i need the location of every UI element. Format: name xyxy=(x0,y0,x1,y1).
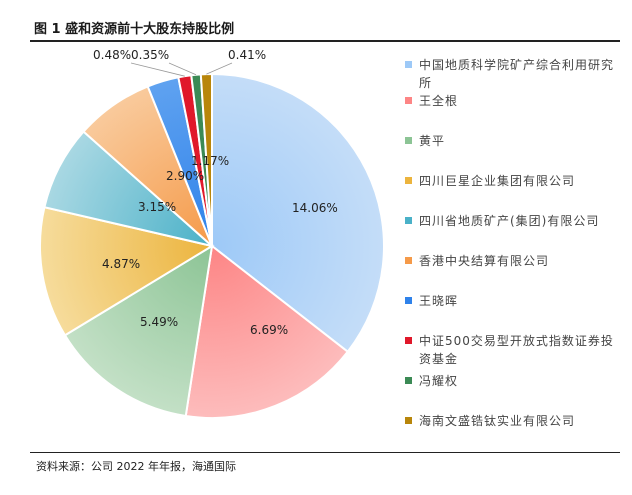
legend-item: 中证500交易型开放式指数证券投资基金 xyxy=(405,332,615,368)
legend-item: 王全根 xyxy=(405,92,615,110)
pie-slice xyxy=(63,244,214,418)
legend-item: 中国地质科学院矿产综合利用研究所 xyxy=(405,56,615,92)
legend-swatch xyxy=(405,337,412,344)
pie-slice xyxy=(39,206,215,337)
slice-value-label: 3.15% xyxy=(138,200,176,214)
legend-swatch xyxy=(405,377,412,384)
legend-label: 四川巨星企业集团有限公司 xyxy=(419,174,576,188)
legend-label: 王晓晖 xyxy=(419,294,459,308)
slice-value-label: 0.41% xyxy=(228,48,266,62)
pie-slice xyxy=(184,244,350,419)
legend-swatch xyxy=(405,417,412,424)
legend-swatch xyxy=(405,97,412,104)
legend-label: 香港中央结算有限公司 xyxy=(419,254,550,268)
legend-item: 香港中央结算有限公司 xyxy=(405,252,615,270)
legend-item: 四川省地质矿产(集团)有限公司 xyxy=(405,212,615,230)
slice-value-label: 14.06% xyxy=(292,201,338,215)
pie-slice xyxy=(211,72,385,354)
legend-swatch xyxy=(405,61,412,68)
slice-value-label: 5.49% xyxy=(140,315,178,329)
slice-value-label: 0.48% xyxy=(93,48,131,62)
legend-swatch xyxy=(405,297,412,304)
leader-line xyxy=(168,62,197,76)
legend-label: 中证500交易型开放式指数证券投资基金 xyxy=(419,334,614,366)
chart-title: 图 1 盛和资源前十大股东持股比例 xyxy=(34,22,235,37)
legend-swatch xyxy=(405,217,412,224)
legend-item: 冯耀权 xyxy=(405,372,615,390)
leader-line xyxy=(206,62,233,75)
legend-item: 王晓晖 xyxy=(405,292,615,310)
legend-item: 海南文盛锆钛实业有限公司 xyxy=(405,412,615,430)
legend-item: 黄平 xyxy=(405,132,615,150)
legend-label: 四川省地质矿产(集团)有限公司 xyxy=(419,214,600,228)
pie-slices xyxy=(39,72,385,419)
legend-label: 黄平 xyxy=(419,134,446,148)
legend-label: 王全根 xyxy=(419,94,459,108)
leader-line xyxy=(130,62,185,77)
pie-chart: 14.06% 6.69% 5.49% 4.87% 3.15% 2.90%1.17% 0.48… xyxy=(39,48,385,419)
slice-value-label: 4.87% xyxy=(102,257,140,271)
legend-swatch xyxy=(405,177,412,184)
slice-value-label: 0.35% xyxy=(131,48,169,62)
footer-rule xyxy=(30,452,620,453)
source-note: 资料来源：公司 2022 年年报，海通国际 xyxy=(36,460,236,473)
legend-item: 四川巨星企业集团有限公司 xyxy=(405,172,615,190)
legend-label: 中国地质科学院矿产综合利用研究所 xyxy=(419,58,615,90)
legend-label: 冯耀权 xyxy=(419,374,459,388)
legend-label: 海南文盛锆钛实业有限公司 xyxy=(419,414,576,428)
slice-value-label: 2.90% xyxy=(166,169,204,183)
slice-value-label: 6.69% xyxy=(250,323,288,337)
legend-swatch xyxy=(405,137,412,144)
pie-labels: 14.06% 6.69% 5.49% 4.87% 3.15% 2.90%1.17% 0.48… xyxy=(93,48,338,337)
legend-swatch xyxy=(405,257,412,264)
slice-value-label: 1.17% xyxy=(191,154,229,168)
title-bar: 图 1 盛和资源前十大股东持股比例 xyxy=(30,12,620,42)
